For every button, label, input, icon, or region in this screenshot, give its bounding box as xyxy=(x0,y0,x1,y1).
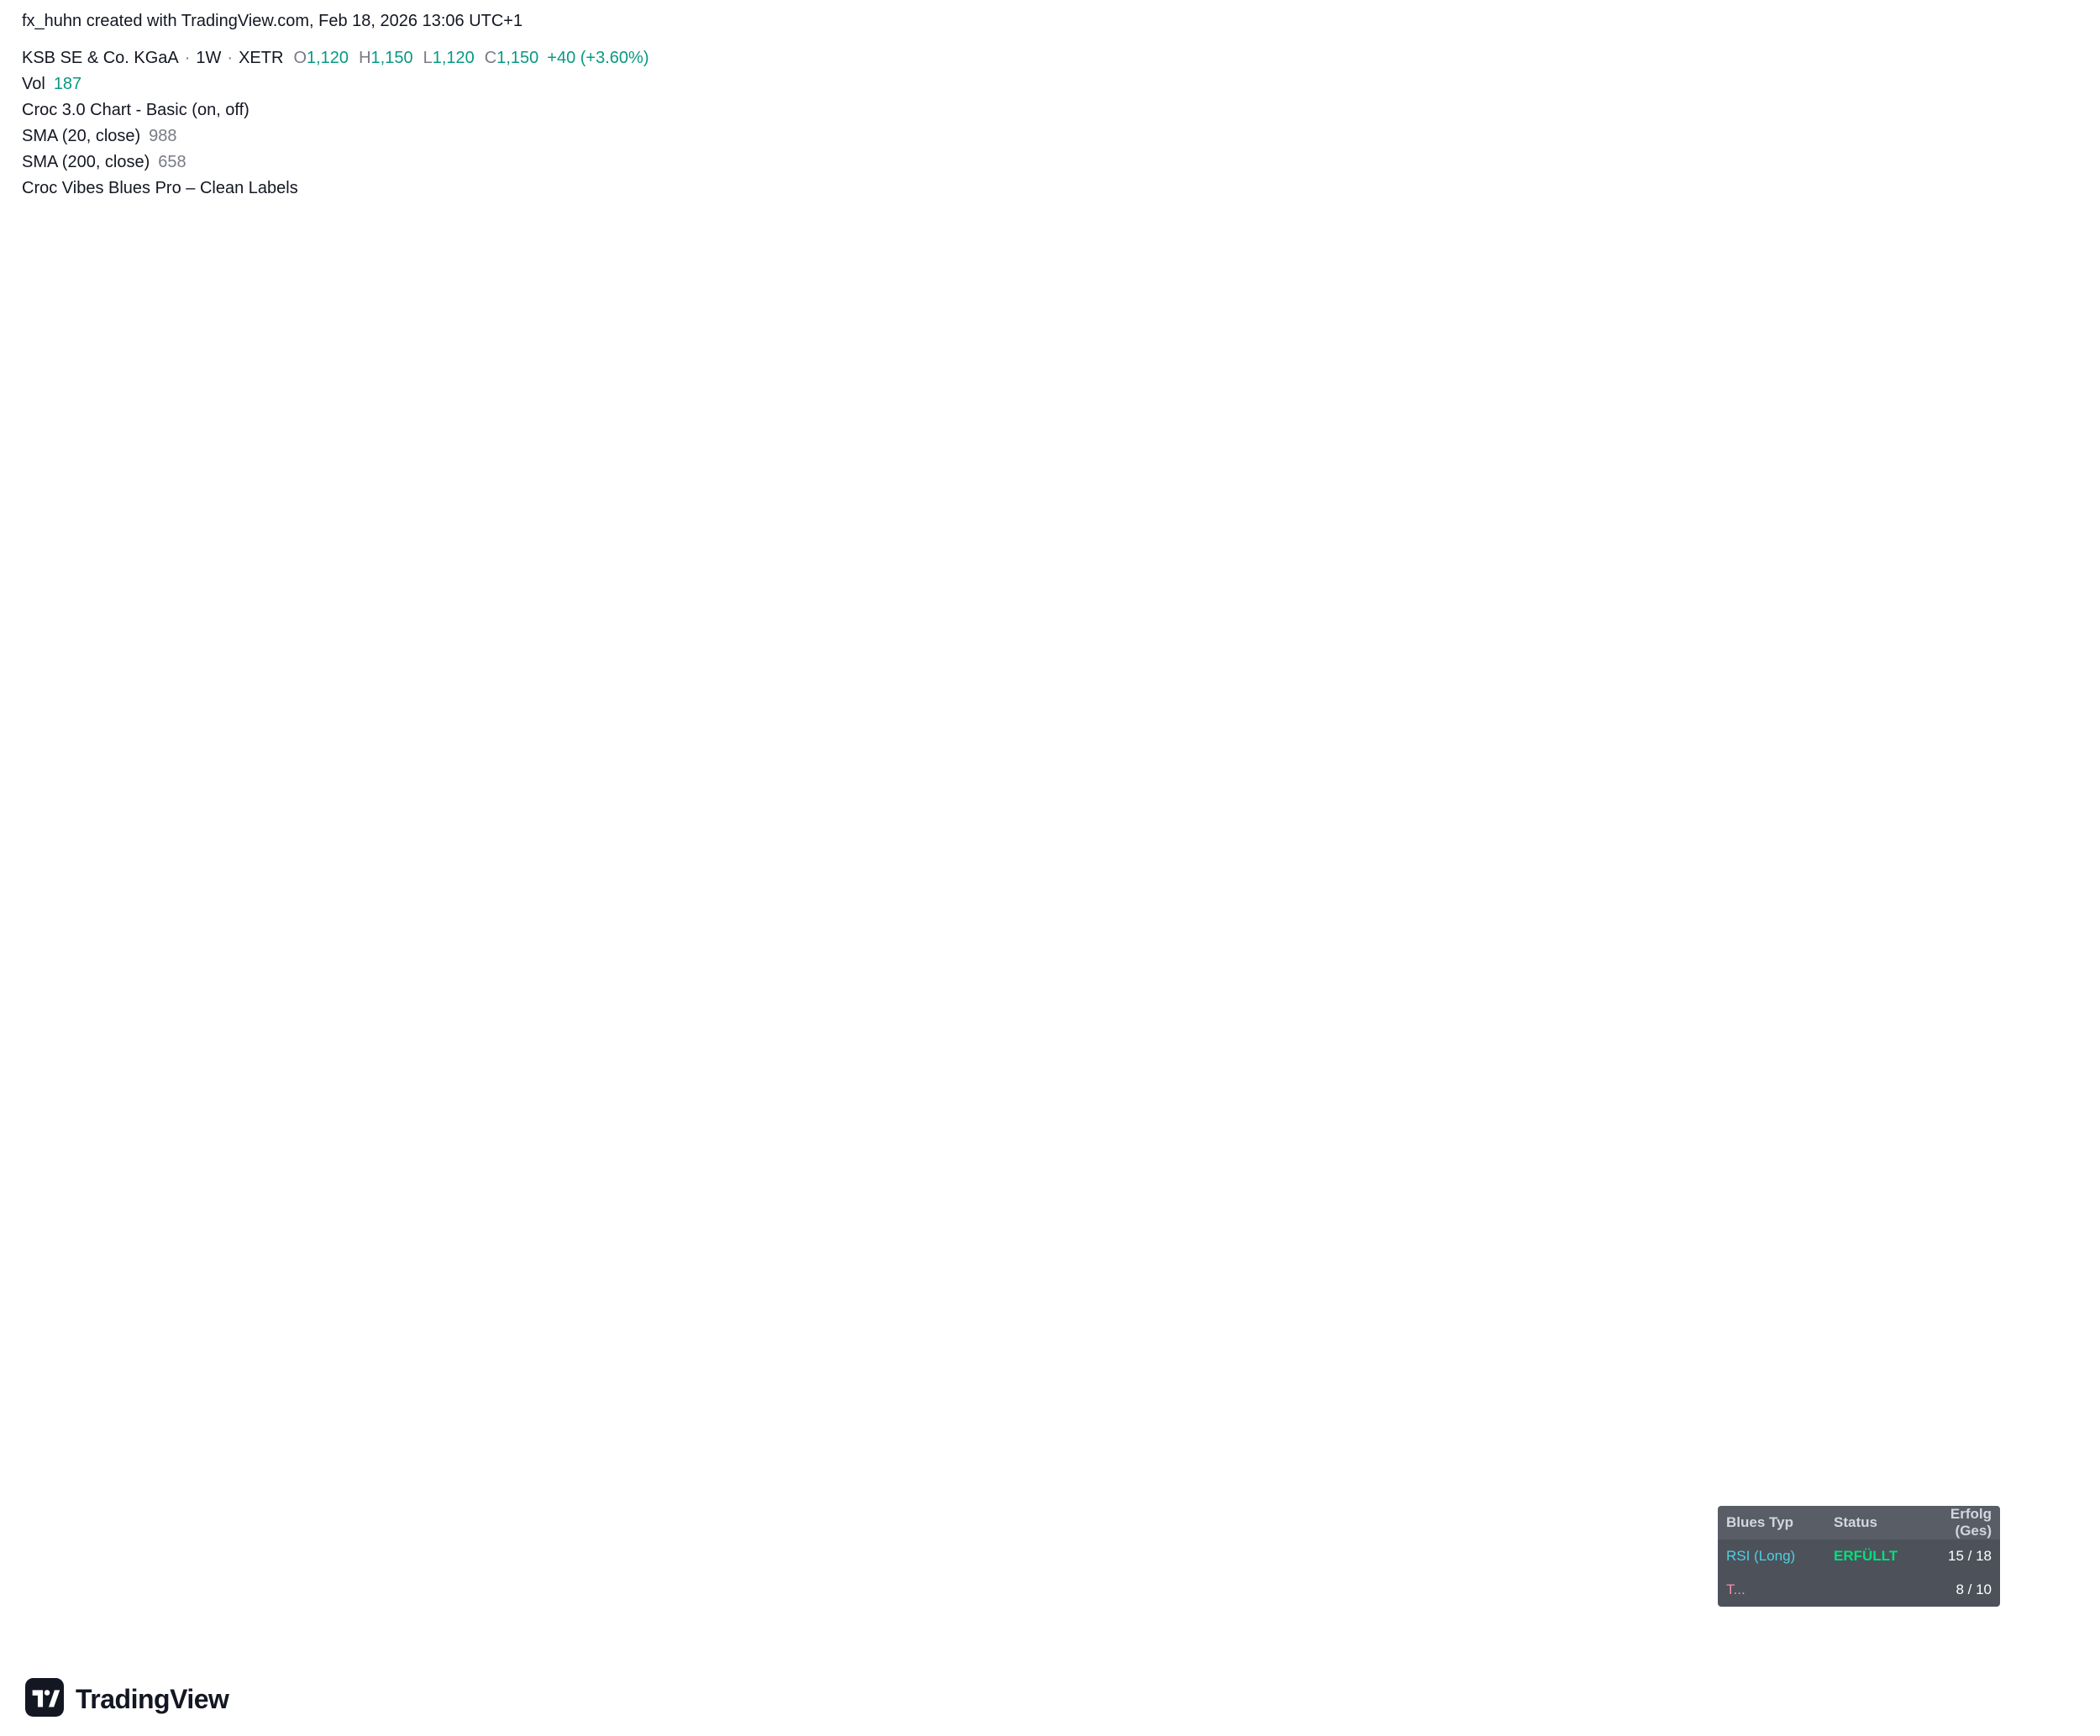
table-header-row: Blues Typ Status Erfolg (Ges) xyxy=(1718,1506,2000,1539)
change-value: +40 (+3.60%) xyxy=(547,49,649,67)
separator: · xyxy=(227,49,234,67)
symbol-name[interactable]: KSB SE & Co. KGaA xyxy=(22,49,179,67)
low-label: L xyxy=(423,49,433,67)
tradingview-brand-name[interactable]: TradingView xyxy=(76,1684,229,1714)
sma20-value: 988 xyxy=(149,127,177,145)
sma200-label: SMA (200, close) xyxy=(22,153,150,171)
symbol-exchange[interactable]: XETR xyxy=(239,49,284,67)
chart-legend: KSB SE & Co. KGaA · 1W · XETR O 1,120 H … xyxy=(22,45,648,202)
low-value: 1,120 xyxy=(432,49,475,67)
legend-volume[interactable]: Vol 187 xyxy=(22,71,648,97)
row-typ: T... xyxy=(1726,1581,1746,1597)
tradingview-logo-icon[interactable] xyxy=(25,1678,64,1721)
col-status: Status xyxy=(1834,1514,1877,1530)
legend-sma20[interactable]: SMA (20, close) 988 xyxy=(22,123,648,149)
legend-sma200[interactable]: SMA (200, close) 658 xyxy=(22,149,648,176)
table-row: RSI (Long) ERFÜLLT 15 / 18 xyxy=(1718,1539,2000,1573)
separator: · xyxy=(184,49,191,67)
symbol-interval[interactable]: 1W xyxy=(196,49,222,67)
table-row: T... 8 / 10 xyxy=(1718,1573,2000,1607)
close-label: C xyxy=(484,49,497,67)
row-typ: RSI (Long) xyxy=(1726,1548,1796,1564)
col-erfolg: Erfolg (Ges) xyxy=(1950,1506,1992,1539)
symbol-row[interactable]: KSB SE & Co. KGaA · 1W · XETR O 1,120 H … xyxy=(22,45,648,71)
high-value: 1,150 xyxy=(370,49,413,67)
croc-chart-label: Croc 3.0 Chart - Basic (on, off) xyxy=(22,101,249,119)
legend-croc-chart[interactable]: Croc 3.0 Chart - Basic (on, off) xyxy=(22,97,648,123)
row-erfolg: 8 / 10 xyxy=(1956,1581,1992,1597)
row-status: ERFÜLLT xyxy=(1834,1548,1898,1564)
open-label: O xyxy=(293,49,307,67)
blues-status-table: Blues Typ Status Erfolg (Ges) RSI (Long)… xyxy=(1718,1506,2000,1607)
legend-blues-pro[interactable]: Croc Vibes Blues Pro – Clean Labels xyxy=(22,176,648,202)
open-value: 1,120 xyxy=(307,49,349,67)
sma20-label: SMA (20, close) xyxy=(22,127,141,145)
col-blues-typ: Blues Typ xyxy=(1726,1514,1793,1530)
sma200-value: 658 xyxy=(158,153,186,171)
footer: TradingView xyxy=(25,1678,229,1721)
volume-value: 187 xyxy=(53,75,82,93)
blues-pro-label: Croc Vibes Blues Pro – Clean Labels xyxy=(22,179,298,197)
high-label: H xyxy=(359,49,371,67)
close-value: 1,150 xyxy=(496,49,539,67)
attribution: fx_huhn created with TradingView.com, Fe… xyxy=(22,12,523,30)
row-erfolg: 15 / 18 xyxy=(1948,1548,1992,1564)
volume-label: Vol xyxy=(22,75,45,93)
